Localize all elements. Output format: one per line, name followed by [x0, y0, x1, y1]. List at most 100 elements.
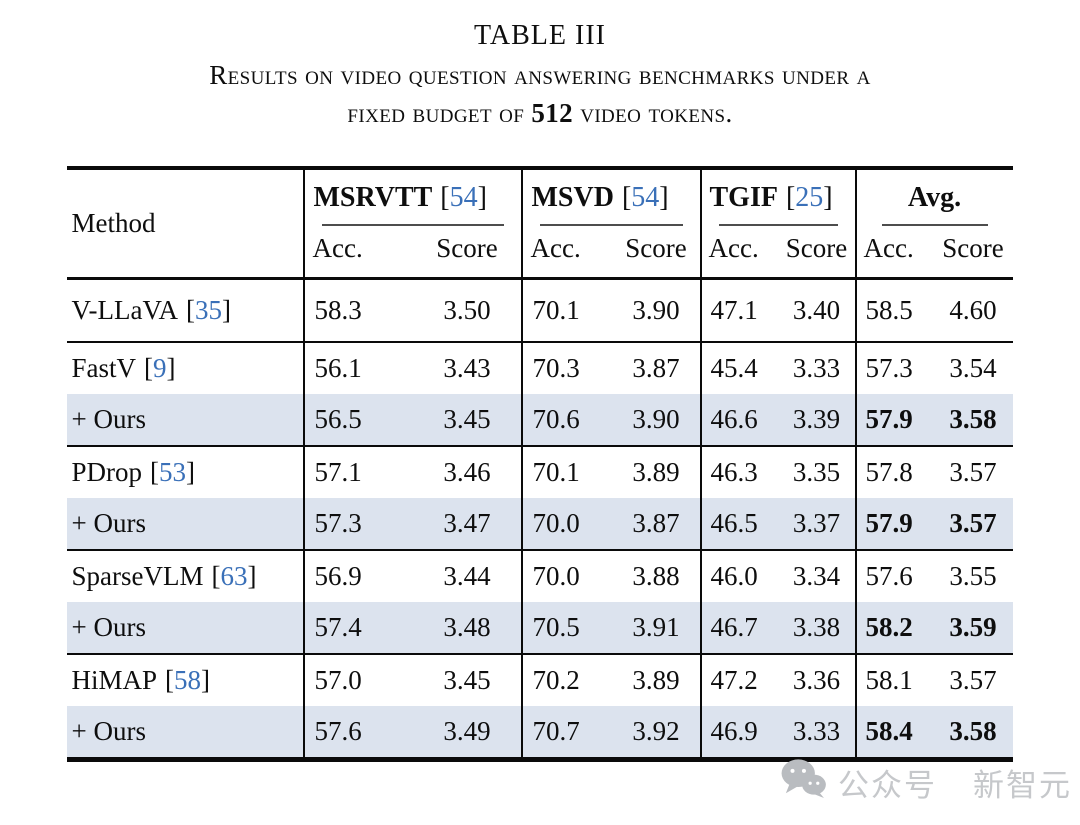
value-cell: 56.9 — [303, 548, 413, 602]
citation-link[interactable]: 54 — [449, 181, 478, 213]
value-cell: 3.38 — [778, 601, 856, 654]
method-label: HiMAP — [71, 664, 158, 695]
benchmark-name: MSRVTT — [313, 181, 433, 213]
table-caption: Results on video question answering benc… — [35, 56, 1045, 133]
value-cell: 70.7 — [521, 705, 613, 760]
value-cell: 46.7 — [699, 601, 779, 654]
value-cell: 3.39 — [778, 393, 856, 446]
table-number-title: TABLE III — [474, 20, 606, 51]
citation-link[interactable]: 35 — [194, 294, 222, 325]
value-cell: 58.2 — [854, 601, 934, 654]
value-cell: 3.89 — [612, 444, 701, 498]
value-cell: 57.8 — [854, 444, 934, 498]
method-label: + Ours — [71, 715, 146, 746]
value-cell: 3.37 — [778, 497, 856, 550]
citation-bracket: [ — [211, 560, 221, 591]
table-row: HiMAP [58] 57.0 3.45 70.2 3.89 47.2 3.36 58.1 3.5… — [67, 652, 1013, 706]
value-cell: 70.3 — [521, 340, 613, 394]
method-cell: PDrop [53] — [67, 444, 305, 498]
results-table: Method MSRVTT [54] MSVD [54] TGIF [25] Avg. — [67, 165, 1013, 762]
subheader-score: Score — [612, 226, 701, 280]
value-cell: 3.89 — [612, 652, 701, 706]
value-cell: 3.43 — [412, 340, 523, 394]
value-cell: 3.50 — [443, 294, 491, 325]
value-cell: 3.58 — [933, 393, 1013, 446]
citation-link[interactable]: 9 — [153, 352, 167, 383]
value-cell: 70.6 — [521, 393, 613, 446]
table-row: V-LLaVA [35] 58.3 3.50 70.1 3.90 47.1 3.40 58.5 4… — [67, 278, 1012, 342]
value-cell: 3.48 — [412, 601, 523, 654]
header-sub-row: Acc. Score Acc. Score Acc. Score Acc. Sc… — [67, 226, 1013, 280]
method-cell: + Ours — [67, 601, 305, 654]
value-cell: 70.0 — [521, 497, 613, 550]
value-cell: 3.92 — [612, 705, 701, 760]
method-label: PDrop — [71, 456, 142, 487]
caption-line-1: Results on video question answering benc… — [209, 60, 871, 90]
subheader-score: Score — [778, 226, 856, 280]
value-cell: 58.1 — [854, 652, 934, 706]
citation-bracket: ] — [247, 560, 257, 591]
method-cell: + Ours — [67, 393, 305, 446]
method-label: + Ours — [71, 507, 146, 538]
value-cell: 70.2 — [521, 652, 613, 706]
benchmark-name: TGIF — [709, 181, 778, 213]
header-underline — [881, 223, 988, 226]
method-label: FastV — [71, 352, 136, 383]
subheader-score: Score — [412, 226, 523, 280]
citation-link[interactable]: 25 — [795, 181, 824, 213]
citation-bracket: ] — [221, 294, 231, 325]
caption-line-2: fixed budget of 512 video tokens. — [347, 98, 733, 129]
value-cell: 3.35 — [778, 444, 856, 498]
method-column-header: Method — [67, 167, 305, 280]
method-cell: + Ours — [67, 705, 305, 760]
table-caption-block: TABLE III Results on video question answ… — [0, 0, 1080, 133]
citation-bracket: [ — [150, 456, 159, 487]
value-cell: 3.90 — [632, 294, 680, 325]
value-cell: 57.6 — [854, 548, 934, 602]
method-cell: HiMAP [58] — [67, 652, 305, 706]
benchmark-name: MSVD — [531, 181, 614, 213]
table-row: PDrop [53] 57.1 3.46 70.1 3.89 46.3 3.35 57.8 3.5… — [67, 444, 1013, 498]
value-cell: 3.33 — [778, 705, 856, 760]
value-cell: 3.45 — [412, 393, 523, 446]
value-cell: 46.5 — [699, 497, 779, 550]
citation-link[interactable]: 53 — [159, 456, 186, 487]
value-cell: 3.87 — [612, 497, 701, 550]
value-cell: 3.91 — [612, 601, 701, 654]
table-row: + Ours 57.3 3.47 70.0 3.87 46.5 3.37 57.9 3.57 — [67, 497, 1013, 550]
value-cell: 3.40 — [792, 294, 841, 325]
citation-link[interactable]: 58 — [174, 664, 202, 695]
citation-bracket: ] — [201, 664, 211, 695]
value-cell: 3.49 — [412, 705, 523, 760]
value-cell: 3.54 — [933, 340, 1013, 394]
method-cell: FastV [9] — [67, 340, 305, 394]
value-cell: 70.0 — [521, 548, 613, 602]
citation-link[interactable]: 63 — [220, 560, 248, 591]
value-cell: 3.44 — [412, 548, 523, 602]
value-cell: 57.1 — [303, 444, 413, 498]
value-cell: 47.1 — [699, 278, 779, 342]
table-row: + Ours 56.5 3.45 70.6 3.90 46.6 3.39 57.9 3.58 — [67, 393, 1013, 446]
wechat-icon — [780, 758, 826, 806]
header-underline — [718, 223, 838, 226]
citation-bracket: ] — [166, 352, 176, 383]
value-cell: 3.57 — [933, 444, 1013, 498]
value-cell: 57.9 — [854, 497, 934, 550]
value-cell: 70.1 — [521, 278, 613, 342]
citation-bracket: ] — [186, 456, 195, 487]
citation-bracket: [ — [185, 294, 195, 325]
benchmark-name: Avg. — [907, 181, 962, 213]
value-cell: 3.55 — [933, 548, 1013, 602]
value-cell: 45.4 — [699, 340, 779, 394]
value-cell: 3.47 — [412, 497, 523, 550]
table-row: + Ours 57.6 3.49 70.7 3.92 46.9 3.33 58.4 3.58 — [67, 705, 1013, 760]
watermark: 公众号 新智元 — [780, 758, 1072, 806]
value-cell: 46.3 — [699, 444, 779, 498]
method-label: + Ours — [71, 611, 146, 642]
value-cell: 57.9 — [854, 393, 934, 446]
value-cell: 70.5 — [521, 601, 613, 654]
value-cell: 3.88 — [612, 548, 701, 602]
citation-link[interactable]: 54 — [631, 181, 660, 213]
value-cell: 3.87 — [612, 340, 701, 394]
value-cell: 3.57 — [933, 652, 1013, 706]
